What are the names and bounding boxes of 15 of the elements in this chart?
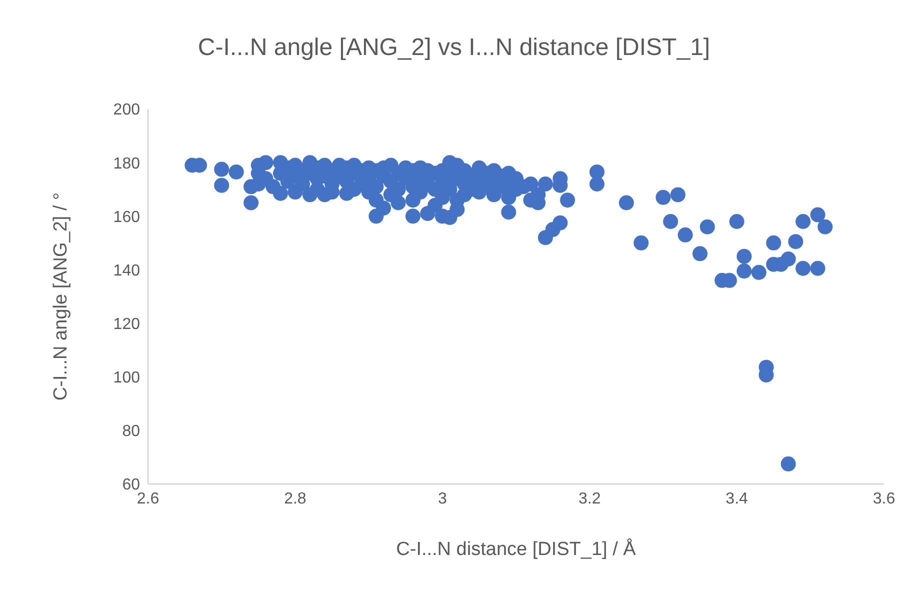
x-tick-label: 3.2 bbox=[578, 490, 601, 508]
x-tick-label: 3.4 bbox=[726, 490, 748, 508]
y-tick-label: 80 bbox=[122, 423, 140, 440]
y-tick-label: 200 bbox=[113, 102, 140, 119]
y-tick-label: 160 bbox=[113, 208, 140, 226]
x-tick-label: 3 bbox=[438, 490, 447, 508]
y-axis-title: C-I...N angle [ANG_2] / ° bbox=[50, 192, 72, 401]
x-tick-label: 2.8 bbox=[284, 490, 306, 508]
y-tick-label: 100 bbox=[113, 370, 140, 387]
x-axis-title: C-I...N distance [DIST_1] / Å bbox=[396, 538, 636, 560]
x-tick-label: 3.6 bbox=[872, 490, 896, 508]
chart-title: C-I...N angle [ANG_2] vs I...N distance [DIST_1] bbox=[196, 34, 712, 62]
y-tick-label: 140 bbox=[113, 262, 140, 280]
y-tick-label: 120 bbox=[113, 316, 140, 333]
y-tick-label: 180 bbox=[113, 155, 140, 172]
